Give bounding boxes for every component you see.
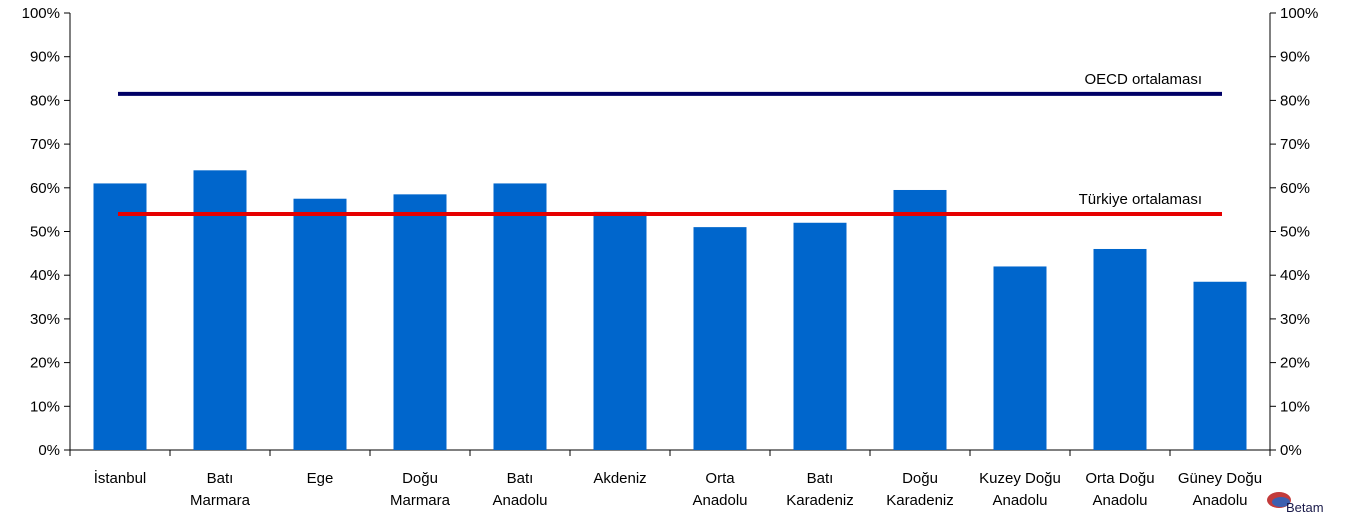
y-tick-label-left: 0% [38, 442, 60, 459]
y-tick-label-right: 40% [1280, 267, 1310, 284]
bar [893, 189, 947, 451]
logo-swirl-inner-icon [1272, 497, 1290, 507]
category-label: Anadolu [692, 492, 747, 509]
reference-line-label: OECD ortalaması [1084, 71, 1202, 88]
y-tick-label-right: 60% [1280, 180, 1310, 197]
y-tick-label-left: 30% [30, 311, 60, 328]
category-label: Karadeniz [886, 492, 954, 509]
bar [693, 227, 747, 450]
bar [1193, 281, 1247, 450]
category-label: Ege [307, 470, 334, 487]
bar [393, 194, 447, 450]
category-label: Anadolu [1192, 492, 1247, 509]
y-tick-label-left: 60% [30, 180, 60, 197]
logo-text: Betam [1286, 500, 1324, 515]
category-label: İstanbul [94, 469, 147, 487]
y-tick-label-left: 70% [30, 136, 60, 153]
category-label: Karadeniz [786, 492, 854, 509]
category-label: Doğu [402, 470, 438, 487]
category-label: Orta [705, 470, 735, 487]
y-tick-label-right: 0% [1280, 442, 1302, 459]
category-labels: İstanbul Batı Marmara Ege Doğu Marmara Batı Ana… [94, 469, 1262, 509]
y-tick-label-left: 90% [30, 49, 60, 66]
y-tick-label-right: 70% [1280, 136, 1310, 153]
y-tick-label-right: 100% [1280, 5, 1318, 22]
bar [493, 183, 547, 450]
bar [993, 266, 1047, 450]
betam-logo: Betam [1267, 492, 1324, 515]
category-label: Anadolu [1092, 492, 1147, 509]
category-label: Doğu [902, 470, 938, 487]
y-tick-label-right: 30% [1280, 311, 1310, 328]
category-label: Batı [507, 470, 534, 487]
reference-line-label: Türkiye ortalaması [1079, 191, 1202, 208]
y-tick-label-right: 20% [1280, 355, 1310, 372]
category-label: Kuzey Doğu [979, 470, 1061, 487]
category-label: Güney Doğu [1178, 470, 1262, 487]
category-label: Akdeniz [593, 470, 646, 487]
y-tick-label-left: 20% [30, 355, 60, 372]
category-label: Marmara [190, 492, 251, 509]
category-label: Batı [807, 470, 834, 487]
y-tick-label-left: 40% [30, 267, 60, 284]
y-tick-label-left: 10% [30, 398, 60, 415]
y-tick-label-left: 80% [30, 92, 60, 109]
category-label: Marmara [390, 492, 451, 509]
category-label: Orta Doğu [1085, 470, 1154, 487]
bar [93, 183, 147, 450]
category-label: Anadolu [492, 492, 547, 509]
reference-lines: OECD ortalaması Türkiye ortalaması [118, 71, 1222, 217]
axes: 0% 0% 10% 10% 20% 20% 30% 30% 40% 40% 50% 50% 60% 60%… [22, 5, 1319, 459]
y-tick-label-right: 50% [1280, 224, 1310, 241]
category-label: Batı [207, 470, 234, 487]
bar [293, 198, 347, 450]
bar [793, 222, 847, 450]
y-tick-label-right: 80% [1280, 92, 1310, 109]
category-label: Anadolu [992, 492, 1047, 509]
y-tick-label-right: 90% [1280, 49, 1310, 66]
y-tick-label-left: 50% [30, 224, 60, 241]
y-tick-label-right: 10% [1280, 398, 1310, 415]
bar [593, 211, 647, 450]
y-tick-label-left: 100% [22, 5, 60, 22]
bar [193, 170, 247, 450]
bar [1093, 248, 1147, 450]
bars [93, 170, 1247, 451]
